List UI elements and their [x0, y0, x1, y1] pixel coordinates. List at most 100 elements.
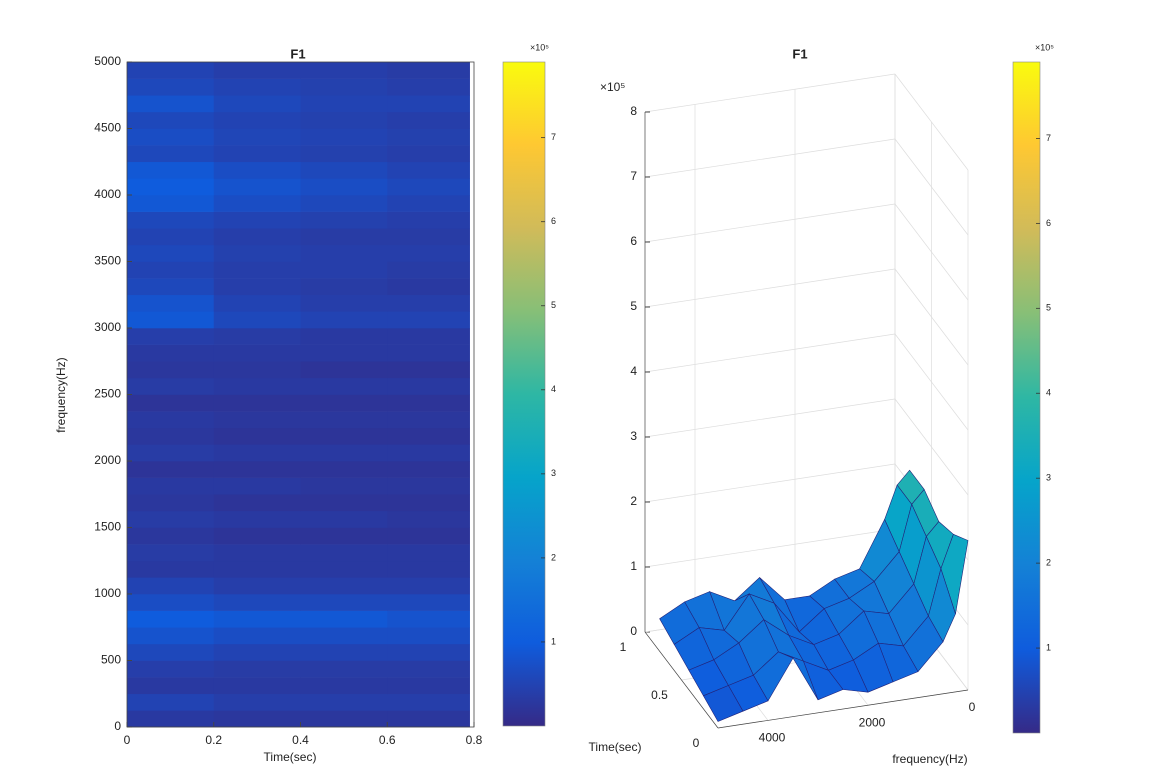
- y-tick-label: 2500: [94, 387, 121, 401]
- heatmap-cell: [127, 178, 215, 196]
- grid-line: [644, 398, 896, 438]
- heatmap-cell: [300, 643, 388, 661]
- heatmap-cell: [213, 461, 301, 478]
- heatmap-cell: [387, 461, 470, 478]
- heatmap-cell: [213, 527, 301, 545]
- heatmap-cell: [213, 510, 301, 528]
- heatmap-cell: [213, 377, 301, 395]
- chart-title: F1: [290, 46, 305, 61]
- y-tick-label: 4500: [94, 121, 121, 135]
- colorbar-tick-label: 5: [1046, 303, 1051, 313]
- heatmap-cell: [387, 610, 470, 628]
- heatmap-cell: [387, 411, 470, 429]
- heatmap-cell: [300, 427, 388, 445]
- heatmap-cell: [387, 261, 470, 279]
- heatmap-cell: [300, 278, 388, 296]
- heatmap-cell: [300, 211, 388, 229]
- heatmap-cell: [127, 394, 215, 412]
- y-axis-label: Time(sec): [589, 740, 642, 754]
- y-tick-label: 1000: [94, 586, 121, 600]
- colorbar-tick-label: 7: [551, 132, 556, 142]
- grid-line: [644, 268, 896, 308]
- heatmap-cell: [387, 544, 470, 562]
- heatmap-cell: [213, 178, 301, 196]
- heatmap-cell: [387, 660, 470, 678]
- heatmap-cell: [127, 211, 215, 229]
- heatmap-cell: [127, 95, 215, 113]
- y-tick-label: 2000: [94, 453, 121, 467]
- heatmap-cell: [387, 161, 470, 179]
- heatmap-cell: [387, 195, 470, 212]
- x-axis-label: Time(sec): [264, 750, 317, 764]
- z-tick-label: 2: [630, 494, 637, 508]
- heatmap-cell: [127, 677, 215, 695]
- colorbar-tick-label: 7: [1046, 133, 1051, 143]
- z-tick-label: 5: [630, 299, 637, 313]
- z-tick-label: 4: [630, 364, 637, 378]
- colorbar-tick-label: 5: [551, 300, 556, 310]
- heatmap-cell: [300, 560, 388, 578]
- heatmap-cell: [300, 444, 388, 462]
- colorbar-tick-label: 3: [1046, 473, 1051, 483]
- grid-line: [644, 333, 896, 373]
- x-tick-label: 0.6: [379, 733, 396, 747]
- heatmap-cell: [213, 62, 301, 79]
- heatmap-cell: [387, 627, 470, 645]
- grid-line: [644, 73, 896, 113]
- heatmap-cell: [300, 195, 388, 212]
- heatmap-cell: [300, 377, 388, 395]
- heatmap-cell: [387, 111, 470, 129]
- y-tick-label: 5000: [94, 54, 121, 68]
- heatmap-cell: [300, 95, 388, 113]
- heatmap-cell: [127, 461, 215, 478]
- x-tick-label: 4000: [759, 731, 786, 745]
- heatmap-cell: [387, 577, 470, 595]
- heatmap-cell: [387, 228, 470, 246]
- heatmap-cell: [387, 643, 470, 661]
- heatmap-cell: [387, 294, 470, 312]
- heatmap-cell: [387, 344, 470, 362]
- heatmap-cell: [387, 527, 470, 545]
- heatmap-cell: [387, 510, 470, 528]
- heatmap-cell: [127, 377, 215, 395]
- heatmap-cell: [213, 660, 301, 678]
- chart-title: F1: [792, 46, 807, 61]
- heatmap-cell: [387, 560, 470, 578]
- heatmap-cell: [127, 261, 215, 279]
- z-tick-label: 7: [630, 169, 637, 183]
- heatmap-cell: [127, 710, 215, 728]
- heatmap-cell: [387, 377, 470, 395]
- heatmap-cell: [127, 78, 215, 96]
- heatmap-cell: [213, 95, 301, 113]
- heatmap-cell: [127, 627, 215, 645]
- colorbar-exponent: ×10⁵: [530, 42, 549, 52]
- heatmap-cell: [213, 610, 301, 628]
- heatmap-cell: [300, 145, 388, 163]
- heatmap-cell: [213, 710, 301, 728]
- heatmap-cell: [387, 594, 470, 611]
- heatmap-cell: [300, 178, 388, 196]
- y-tick-label: 0: [114, 719, 121, 733]
- colorbar-tick-label: 6: [1046, 218, 1051, 228]
- heatmap-cell: [387, 62, 470, 79]
- heatmap-cell: [300, 261, 388, 279]
- heatmap-cell: [213, 643, 301, 661]
- heatmap-cell: [300, 677, 388, 695]
- heatmap-cell: [387, 244, 470, 262]
- y-tick-label: 4000: [94, 187, 121, 201]
- heatmap-cell: [300, 294, 388, 312]
- y-tick-label: 1: [620, 640, 627, 654]
- heatmap-cell: [127, 560, 215, 578]
- heatmap-cell: [213, 394, 301, 412]
- heatmap-cell: [387, 361, 470, 379]
- heatmap-cell: [213, 128, 301, 146]
- heatmap-cell: [300, 62, 388, 79]
- heatmap-cell: [213, 344, 301, 362]
- x-tick-label: 0: [969, 700, 976, 714]
- heatmap-cell: [127, 128, 215, 146]
- heatmap-cell: [127, 610, 215, 628]
- heatmap-cell: [127, 145, 215, 163]
- heatmap-cell: [387, 128, 470, 146]
- x-tick-label: 2000: [859, 715, 886, 729]
- heatmap-cell: [127, 111, 215, 129]
